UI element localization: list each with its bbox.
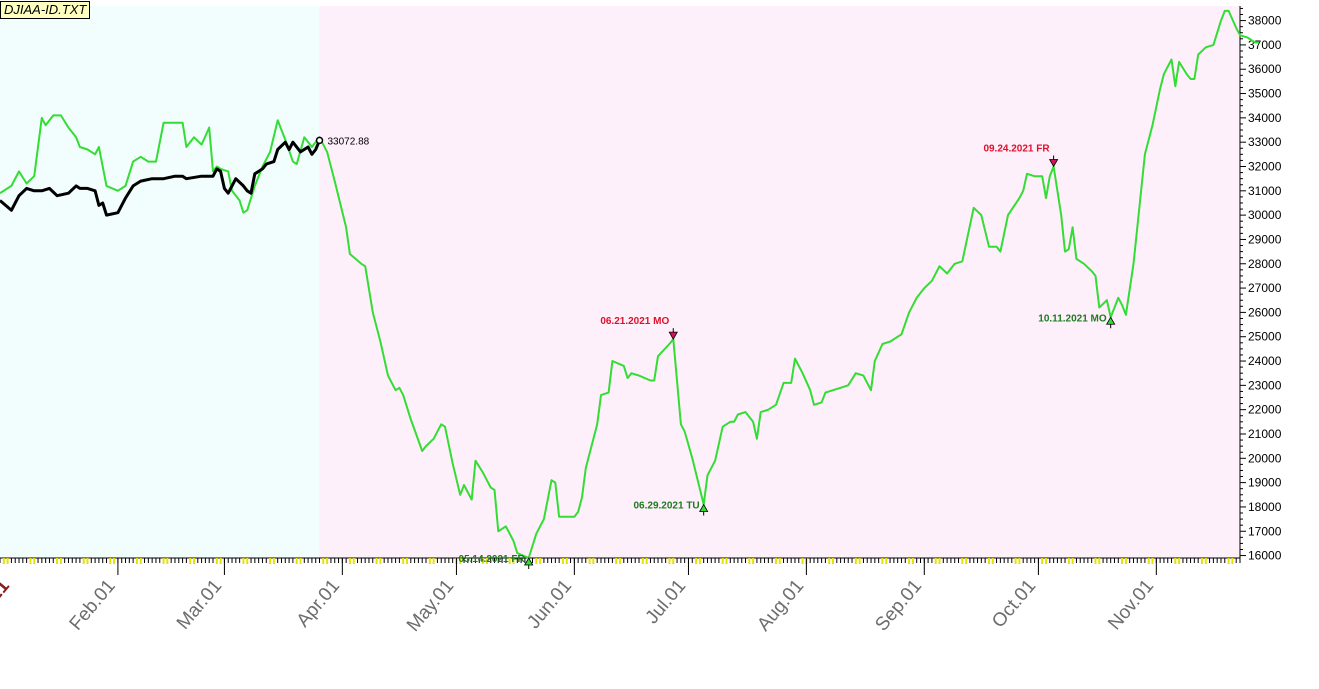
x-tick-label: Feb.01 [66,576,120,635]
top-marker [668,331,678,340]
y-tick-label: 20000 [1248,451,1282,465]
last-value-label: 33072.88 [328,136,370,147]
x-tick-label: Aug.01 [753,576,808,636]
x-tick-label: Apr.01 [293,576,344,632]
x-tick-label: Nov.01 [1104,576,1158,635]
year-label: 21 [0,575,14,605]
y-tick-label: 16000 [1248,549,1282,563]
y-tick-label: 30000 [1248,208,1282,222]
file-title: DJIAA-ID.TXT [0,1,91,19]
y-tick-label: 23000 [1248,378,1282,392]
past-region [0,6,320,558]
last-value-marker [315,136,324,145]
x-tick-label: May.01 [403,576,458,636]
forecast-line [0,9,1259,559]
y-tick-label: 27000 [1248,281,1282,295]
y-tick-label: 29000 [1248,232,1282,246]
y-tick-label: 38000 [1248,14,1282,28]
y-tick-label: 21000 [1248,427,1282,441]
y-tick-label: 18000 [1248,500,1282,514]
y-tick-label: 35000 [1248,87,1282,101]
bottom-marker [524,557,534,566]
bottom-marker-label: 05.14.2021 FR [459,554,526,565]
y-tick-label: 26000 [1248,305,1282,319]
y-tick-label: 28000 [1248,257,1282,271]
x-day-ticks [0,558,1241,564]
forecast-region [319,6,1240,558]
top-marker [1048,159,1059,168]
x-tick-label: Jun.01 [523,576,576,633]
y-tick-label: 36000 [1248,62,1282,76]
x-tick-label: Oct.01 [988,576,1040,632]
top-marker-label: 09.24.2021 FR [983,143,1050,154]
y-tick-label: 37000 [1248,38,1282,52]
y-tick-label: 25000 [1248,330,1282,344]
bottom-marker-label: 06.29.2021 TU [634,501,700,512]
y-tick-label: 31000 [1248,184,1282,198]
x-tick-label: Jul.01 [642,576,691,628]
y-tick-label: 24000 [1248,354,1282,368]
x-tick-label: Sep.01 [871,576,926,636]
actual-line [0,139,321,217]
bottom-marker-label: 10.11.2021 MO [1038,313,1107,324]
bottom-marker [698,503,709,512]
x-tick-label: Mar.01 [173,576,226,634]
y-tick-label: 19000 [1248,476,1282,490]
y-tick-label: 17000 [1248,524,1282,538]
top-marker-label: 06.21.2021 MO [600,316,669,327]
y-tick-label: 33000 [1248,135,1282,149]
y-tick-label: 32000 [1248,159,1282,173]
y-tick-label: 34000 [1248,111,1282,125]
y-tick-label: 22000 [1248,403,1282,417]
